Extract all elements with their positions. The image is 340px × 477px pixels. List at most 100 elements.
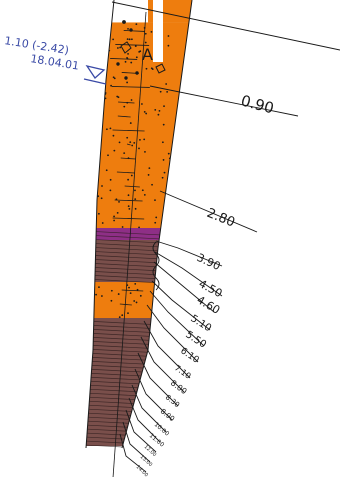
sand-dot	[127, 312, 129, 315]
sand-dot	[139, 138, 141, 141]
depth-leader-line	[149, 290, 205, 347]
sand-dot	[143, 138, 146, 141]
depth-leader-line	[153, 261, 215, 313]
sand-dot	[133, 142, 136, 144]
sand-dash	[112, 217, 145, 220]
sand-dot	[117, 293, 120, 295]
depth-label: 2.80	[205, 206, 237, 231]
depth-leader-line	[134, 368, 173, 421]
sand-dot	[101, 37, 104, 40]
sand-dot	[126, 57, 128, 59]
depth-label: 6.10	[178, 346, 200, 366]
topsoil-symbols	[116, 20, 166, 80]
sand-dot	[134, 45, 137, 47]
sand-dash	[119, 303, 132, 306]
water-level-date: 18.04.01	[30, 52, 80, 73]
sand-dot	[113, 149, 116, 152]
depth-label: 8.90	[159, 407, 176, 423]
sand-dot	[94, 51, 97, 53]
depth-leader-line	[140, 336, 185, 393]
sand-dash	[117, 115, 131, 118]
sand-dot	[138, 147, 140, 150]
sand-dot	[95, 135, 98, 138]
sand-dot	[91, 180, 94, 183]
sand-dot	[154, 221, 157, 224]
sand-dot	[161, 141, 164, 144]
clay-hatch	[86, 444, 192, 448]
sand-dot	[165, 83, 168, 85]
sand-dot	[127, 178, 130, 181]
sand-dot	[110, 289, 113, 292]
sand-dot	[95, 293, 97, 296]
sand-dot	[144, 150, 146, 153]
sand-dash	[112, 129, 145, 132]
sand-dot	[162, 293, 164, 296]
sand-dot	[110, 84, 112, 87]
sand-dash	[123, 30, 145, 32]
sand-dot	[121, 314, 124, 317]
sand-dot	[159, 90, 162, 93]
depth-leader-line	[131, 384, 167, 433]
sand-dot	[127, 205, 130, 208]
sand-dot	[167, 44, 170, 47]
sand-dot	[161, 176, 164, 179]
sand-dot	[167, 35, 170, 37]
sand-dot	[105, 25, 107, 27]
sand-dot	[135, 301, 138, 304]
sand-dot	[101, 185, 103, 187]
sand-dot	[112, 134, 115, 137]
sand-dot	[144, 32, 147, 35]
sand-dash	[120, 157, 136, 160]
sand-dot	[113, 219, 116, 222]
sand-dot	[156, 303, 159, 306]
sand-dot	[150, 30, 153, 33]
sand-dot	[109, 189, 112, 192]
sand-dot	[168, 303, 170, 305]
sand-dash	[126, 143, 131, 146]
sand-dot	[130, 99, 133, 101]
sand-dot	[128, 286, 130, 289]
water-level: 1.10 (-2.42) 18.04.01	[4, 34, 107, 85]
sand-dot	[158, 109, 161, 112]
sand-dot	[136, 288, 139, 291]
sand-dash	[121, 289, 144, 292]
sand-dot	[123, 152, 126, 155]
column-right-edge	[121, 0, 193, 449]
sand-dot	[97, 101, 100, 103]
sand-dash	[114, 199, 143, 202]
horizon-label: A	[142, 45, 153, 64]
sand-dot	[100, 39, 103, 41]
layer-sand-3	[86, 282, 192, 318]
sand-dot	[105, 169, 108, 172]
sand-dot	[145, 67, 148, 70]
sand-dot	[157, 113, 160, 116]
depth-leader-line	[149, 85, 299, 117]
sand-dot	[138, 226, 140, 229]
depth-leader-line	[155, 240, 223, 267]
sand-dot	[154, 199, 156, 202]
depth-leaders	[119, 85, 299, 473]
depth-label: 14.00	[135, 464, 149, 477]
sand-dot	[139, 294, 142, 297]
sand-dot	[112, 38, 115, 41]
sand-dot	[135, 56, 138, 59]
depth-leader-line	[128, 397, 161, 443]
sand-dot	[112, 76, 115, 79]
column-left-edge	[85, 0, 115, 449]
sand-dot	[148, 167, 151, 170]
sand-dot	[162, 159, 165, 161]
sand-dot	[163, 171, 166, 174]
sample-gap	[153, 0, 163, 62]
depth-leader-line	[151, 280, 211, 331]
sand-dot	[126, 81, 129, 84]
depth-leader-line	[154, 251, 223, 297]
column-axis-line	[112, 11, 147, 477]
sand-dash	[118, 101, 135, 104]
sand-dot	[126, 38, 129, 40]
sand-dot	[117, 96, 120, 99]
sand-dot	[100, 197, 103, 200]
water-level-line	[83, 78, 107, 85]
sand-dot	[154, 108, 157, 111]
soil-column	[86, 0, 192, 446]
